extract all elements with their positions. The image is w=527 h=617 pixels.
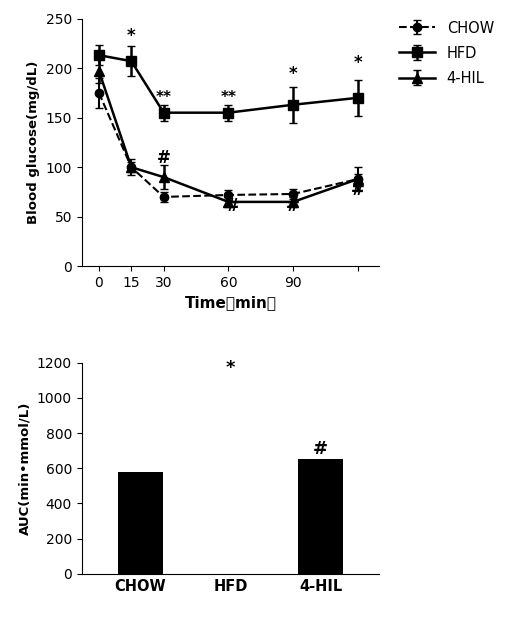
Legend: CHOW, HFD, 4-HIL: CHOW, HFD, 4-HIL (398, 21, 494, 86)
Text: *: * (354, 54, 362, 72)
Text: #: # (351, 181, 365, 199)
Text: *: * (226, 358, 236, 377)
Text: #: # (286, 197, 300, 215)
X-axis label: Time（min）: Time（min） (184, 296, 277, 310)
Text: **: ** (220, 89, 237, 105)
Text: *: * (289, 65, 297, 83)
Text: *: * (127, 27, 135, 45)
Text: **: ** (155, 89, 172, 105)
Y-axis label: Blood glucose(mg/dL): Blood glucose(mg/dL) (27, 60, 40, 224)
Bar (298, 460, 344, 574)
Text: #: # (157, 149, 171, 167)
Text: #: # (226, 197, 240, 215)
Y-axis label: AUC(min•mmol/L): AUC(min•mmol/L) (18, 402, 31, 535)
Text: #: # (313, 440, 328, 458)
Bar (118, 472, 163, 574)
